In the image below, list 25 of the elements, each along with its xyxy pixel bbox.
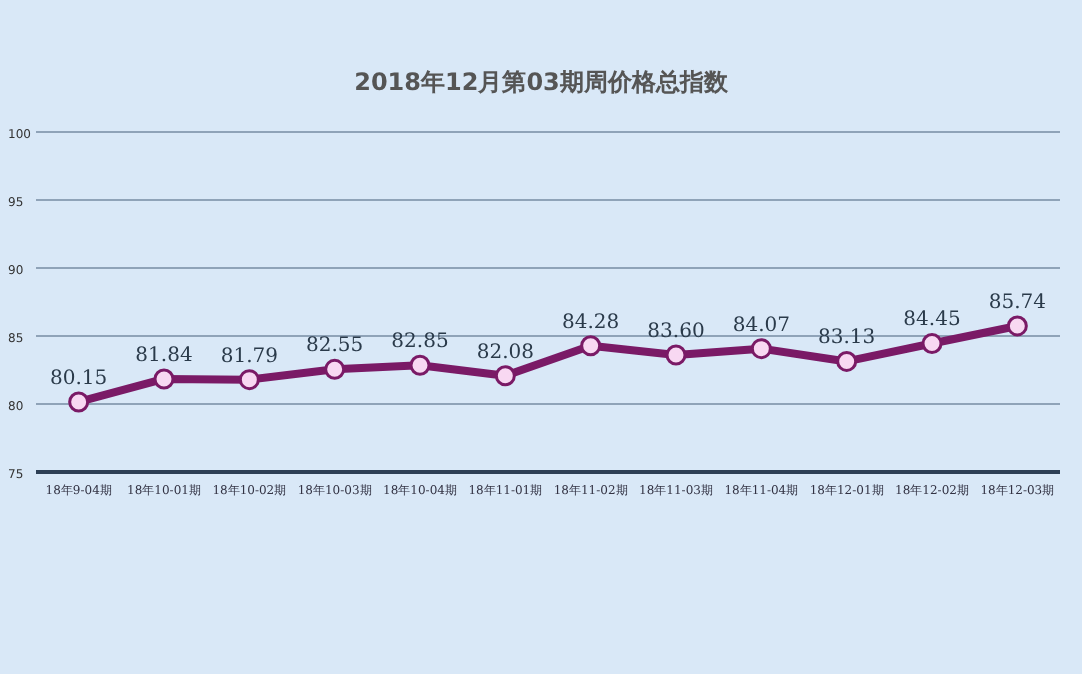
point — [1006, 315, 1028, 337]
data-label: 81.84 — [135, 344, 193, 367]
chart-title: 2018年12月第03期周价格总指数 — [354, 68, 730, 96]
point — [324, 358, 346, 380]
data-label: 84.45 — [903, 309, 961, 332]
data-label: 82.55 — [306, 335, 364, 358]
data-label: 83.13 — [818, 327, 876, 350]
point — [68, 391, 90, 413]
point — [665, 344, 687, 366]
point — [409, 354, 431, 376]
point — [494, 365, 516, 387]
data-label: 80.15 — [50, 367, 108, 390]
data-label: 84.07 — [732, 314, 790, 337]
data-label: 83.60 — [647, 321, 705, 344]
point — [921, 332, 943, 354]
data-label: 82.08 — [476, 341, 534, 364]
data-label: 82.85 — [391, 331, 449, 354]
point — [153, 368, 175, 390]
point — [750, 338, 772, 360]
data-label: 85.74 — [988, 291, 1046, 314]
data-label: 81.79 — [220, 345, 278, 368]
point — [238, 369, 260, 391]
point — [580, 335, 602, 357]
point — [836, 350, 858, 372]
data-label: 84.28 — [562, 311, 620, 334]
